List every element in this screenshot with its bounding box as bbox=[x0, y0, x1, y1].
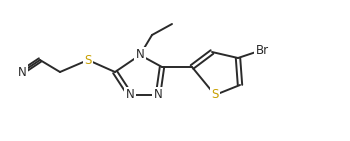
Text: S: S bbox=[84, 53, 92, 67]
Text: Br: Br bbox=[256, 44, 268, 57]
Text: N: N bbox=[154, 89, 162, 102]
Text: N: N bbox=[136, 49, 144, 61]
Text: N: N bbox=[126, 89, 134, 102]
Text: S: S bbox=[211, 89, 219, 102]
Text: N: N bbox=[18, 66, 26, 79]
